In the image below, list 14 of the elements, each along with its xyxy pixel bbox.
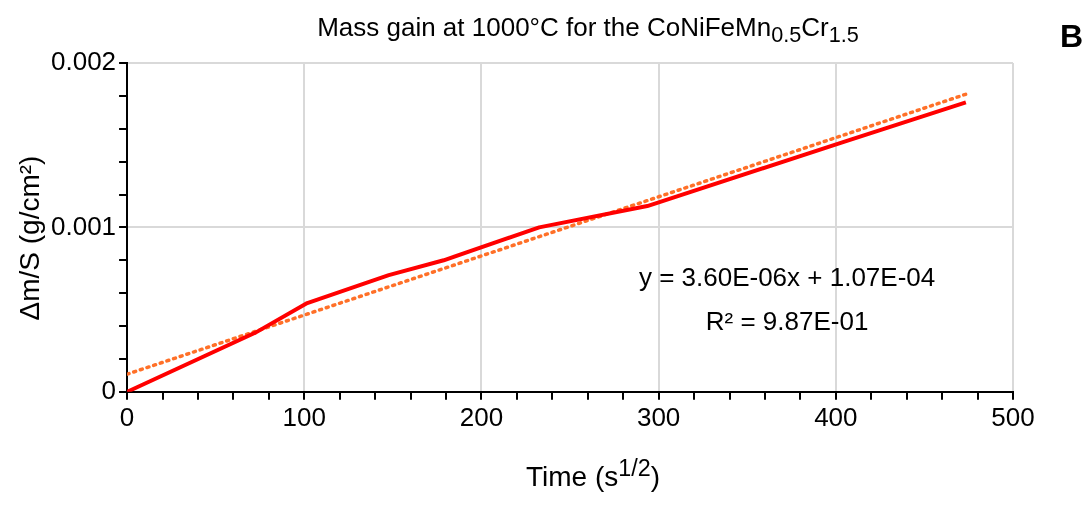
x-axis-title: Time (s$^{1/2}$) (524, 454, 662, 493)
annotation: R² = 9.87E-01 (705, 305, 869, 336)
text: B (1059, 18, 1083, 55)
annotation: y = 3.60E-06x + 1.07E-04 (638, 261, 936, 292)
x-tick-label: 300 (636, 401, 681, 432)
y-tick-label: 0.001 (50, 210, 117, 241)
x-tick-label: 200 (459, 401, 504, 432)
y-tick-label: 0.002 (50, 46, 117, 77)
chart-title: Mass gain at 1000°C for the CoNiFeMn$_{0.5}$Cr$_{1.5}$ (316, 12, 860, 49)
x-tick-label: 100 (282, 401, 326, 432)
x-tick-label: 400 (814, 401, 858, 432)
x-tick-label: 500 (991, 401, 1035, 432)
y-tick-label: 0 (101, 374, 117, 405)
y-axis-title: Δm/S (g/cm²) (14, 155, 46, 321)
